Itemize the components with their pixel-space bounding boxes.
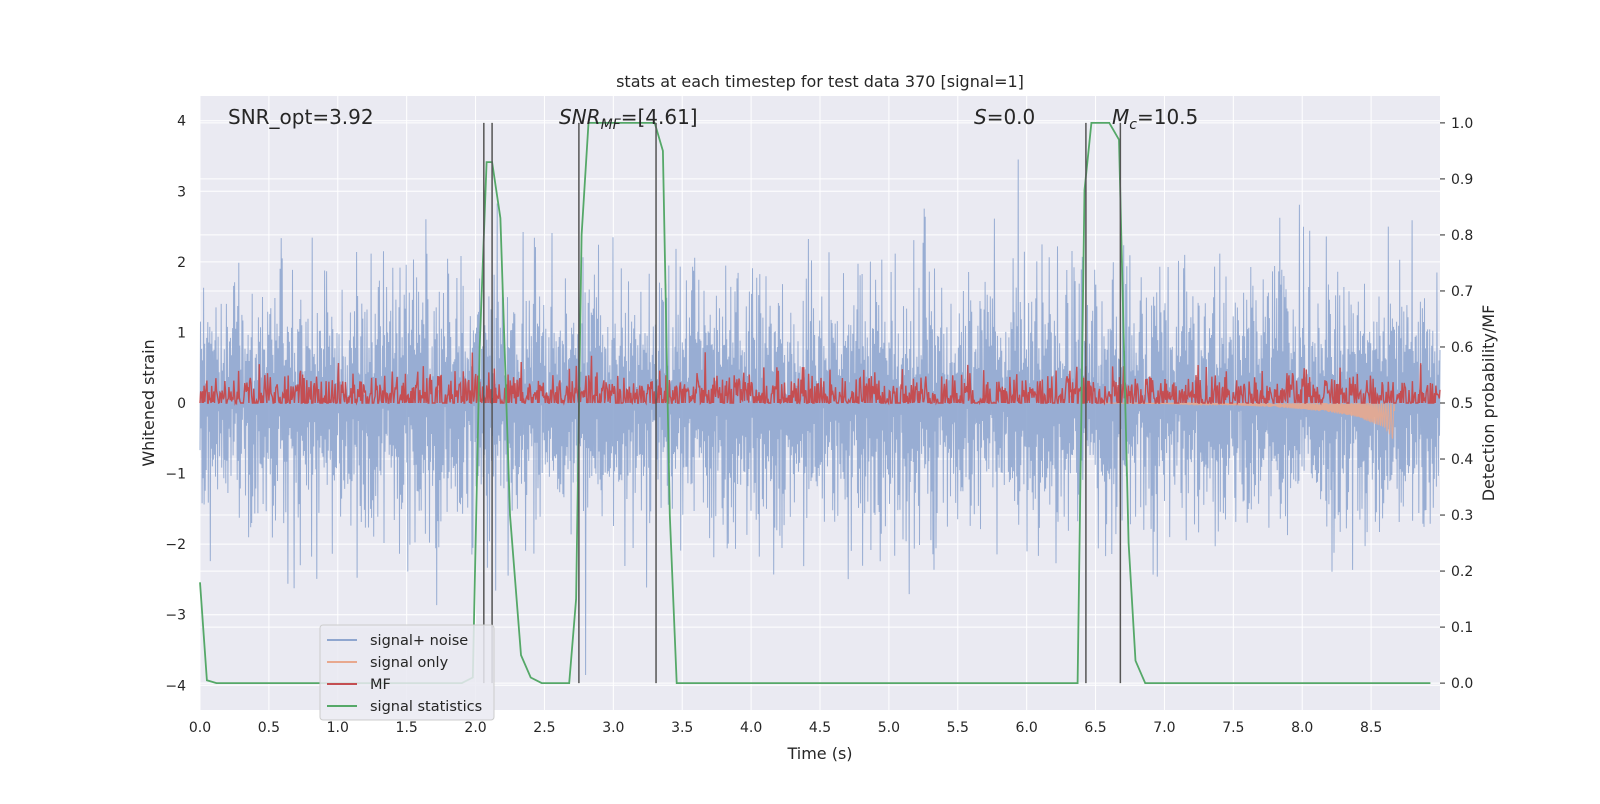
y-right-tick-label: 0.6 — [1451, 340, 1473, 356]
data-layer — [199, 122, 1441, 684]
series-mf — [199, 352, 1441, 406]
annotation-snr-mf: SNRMF=[4.61] — [559, 105, 698, 133]
x-tick-label: 8.0 — [1291, 720, 1313, 736]
y-right-tick-label: 0.1 — [1451, 620, 1473, 636]
y-right-tick-label: 0.5 — [1451, 396, 1473, 412]
x-tick-label: 6.5 — [1084, 720, 1106, 736]
y-right-tick-label: 0.7 — [1451, 284, 1473, 300]
y-left-tick-label: −1 — [165, 467, 186, 483]
x-tick-label: 0.0 — [189, 720, 211, 736]
annotation-mc: Mc=10.5 — [1112, 105, 1198, 133]
y-left-tick-label: −3 — [165, 608, 186, 624]
x-tick-label: 4.0 — [740, 720, 762, 736]
annotation-s: S=0.0 — [974, 105, 1035, 129]
y-left-tick-label: 4 — [177, 114, 186, 130]
vertical-markers — [483, 122, 1122, 684]
chart-title: stats at each timestep for test data 370… — [616, 72, 1024, 91]
y-right-tick-label: 0.3 — [1451, 508, 1473, 524]
y-axis-left-label: Whitened strain — [139, 339, 158, 466]
y-left-tick-label: 3 — [177, 184, 186, 200]
ticks: 0.0 0.5 1.0 1.5 2.0 2.5 3.0 3.5 4.0 4.5 5.0 5.5 6.0 6… — [165, 114, 1473, 736]
x-tick-label: 8.5 — [1360, 720, 1382, 736]
x-tick-label: 5.5 — [947, 720, 969, 736]
legend-label-mf: MF — [370, 677, 391, 693]
annotation-snr-opt: SNR_opt=3.92 — [228, 105, 374, 129]
y-left-tick-label: −4 — [165, 678, 186, 694]
x-tick-label: 1.0 — [327, 720, 349, 736]
y-right-tick-label: 0.8 — [1451, 228, 1473, 244]
x-tick-label: 2.0 — [464, 720, 486, 736]
y-right-tick-label: 0.2 — [1451, 564, 1473, 580]
y-axis-right-label: Detection probability/MF — [1479, 305, 1498, 502]
y-left-tick-label: −2 — [165, 537, 186, 553]
x-tick-label: 5.0 — [878, 720, 900, 736]
legend-label-signal-noise: signal+ noise — [370, 633, 468, 649]
y-right-tick-label: 0.4 — [1451, 452, 1473, 468]
x-tick-label: 3.0 — [602, 720, 624, 736]
x-tick-label: 7.5 — [1222, 720, 1244, 736]
x-tick-label: 1.5 — [396, 720, 418, 736]
x-tick-label: 0.5 — [258, 720, 280, 736]
x-tick-label: 6.0 — [1016, 720, 1038, 736]
x-tick-label: 4.5 — [809, 720, 831, 736]
y-left-tick-label: 1 — [177, 325, 186, 341]
y-right-tick-label: 0.0 — [1451, 676, 1473, 692]
legend: signal+ noise signal only MF signal stat… — [319, 624, 495, 721]
legend-label-signal-statistics: signal statistics — [370, 699, 482, 715]
x-tick-label: 2.5 — [533, 720, 555, 736]
legend-label-signal-only: signal only — [370, 655, 449, 671]
legend-box — [319, 624, 495, 721]
x-tick-label: 3.5 — [671, 720, 693, 736]
x-axis-label: Time (s) — [786, 744, 852, 763]
y-left-tick-label: 2 — [177, 255, 186, 271]
series-signal-only — [1095, 401, 1395, 439]
y-left-tick-label: 0 — [177, 396, 186, 412]
series-signal-statistics — [199, 122, 1431, 684]
y-right-tick-label: 0.9 — [1451, 172, 1473, 188]
y-right-tick-label: 1.0 — [1451, 116, 1473, 132]
x-tick-label: 7.0 — [1153, 720, 1175, 736]
